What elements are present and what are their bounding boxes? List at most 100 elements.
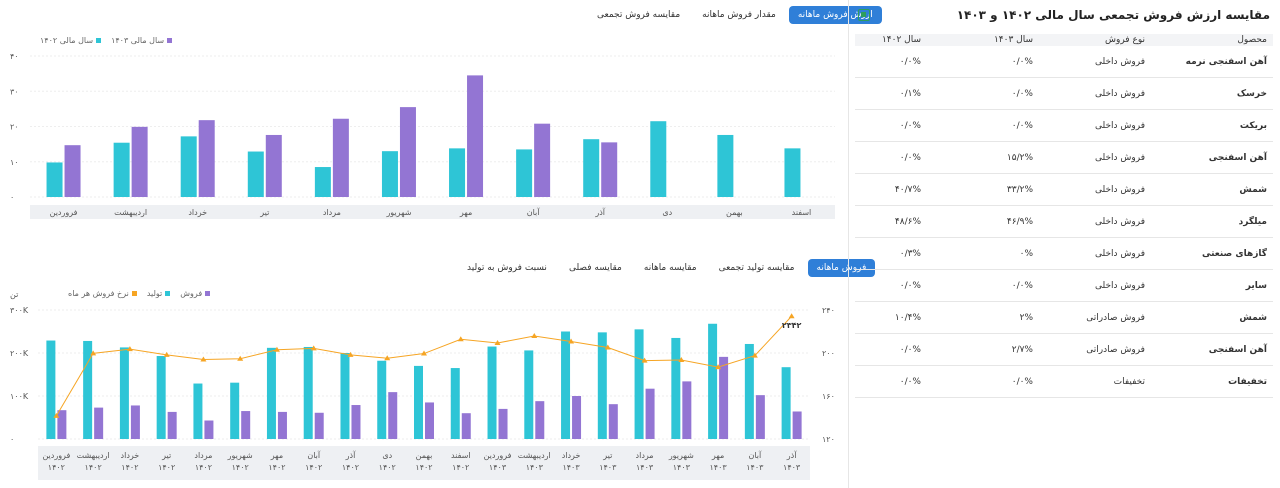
cell-share-1402: ۰/۰% [855, 109, 927, 142]
bar-sales [608, 404, 618, 439]
bar-production [340, 353, 350, 439]
rate-point [457, 336, 464, 342]
cell-sale-type: فروش داخلی [1039, 109, 1151, 142]
cell-share-1403: ۴۶/۹% [927, 205, 1039, 238]
bar-production [119, 347, 129, 439]
x-tick-month: بهمن [416, 451, 433, 460]
bar-sales [167, 411, 177, 439]
column-header-1402[interactable]: سال ۱۴۰۲ [855, 34, 927, 46]
tab-sales-to-production[interactable]: نسبت فروش به تولید [467, 263, 547, 273]
cell-sale-type: فروش داخلی [1039, 141, 1151, 174]
x-tick-month: مرداد [636, 451, 654, 460]
x-tick-month: فروردین [484, 451, 512, 460]
bar-production [524, 350, 534, 439]
bar-sales [57, 410, 67, 439]
bar-sales [425, 402, 434, 439]
x-tick-year: ۱۴۰۳ [746, 463, 764, 472]
cell-share-1403: ۰/۰% [927, 269, 1039, 302]
table-row: سایر فروش داخلی ۰/۰% ۰/۰% [855, 269, 1273, 302]
column-header-1403[interactable]: سال ۱۴۰۳ [927, 34, 1039, 46]
bar-sales [94, 407, 104, 439]
cell-share-1402: ۴۰/۷% [855, 173, 927, 206]
x-tick-month: آذر [786, 450, 797, 460]
bar-production [156, 356, 166, 439]
bar-sales [461, 413, 471, 439]
x-tick-label: اردیبهشت [114, 208, 147, 217]
cell-share-1402: ۰/۰% [855, 46, 927, 78]
column-header-sale-type[interactable]: نوع فروش [1039, 34, 1151, 46]
cell-share-1403: ۱۵/۲% [927, 141, 1039, 174]
right-y-tick-label: ۲۰۰ [822, 349, 835, 358]
x-tick-year: ۱۴۰۲ [48, 463, 65, 472]
x-tick-label: آذر [594, 207, 605, 217]
bar-1403 [467, 75, 484, 197]
tab-seasonal-comparison[interactable]: مقایسه فصلی [568, 263, 622, 273]
bar-production [230, 382, 240, 439]
legend-item-rate[interactable]: نرخ فروش هر ماه [68, 289, 137, 298]
legend-item-production[interactable]: تولید [146, 289, 171, 298]
sales-value-table: محصول نوع فروش سال ۱۴۰۳ سال ۱۴۰۲ آهن اسف… [855, 34, 1273, 398]
table-row: خرسک فروش داخلی ۰/۰% ۰/۱% [855, 77, 1273, 110]
bar-1402 [717, 134, 734, 197]
y-tick-label: ۴۰ [10, 52, 19, 61]
rate-point [788, 313, 795, 319]
cell-sale-type: فروش داخلی [1039, 46, 1151, 78]
rate-point [384, 355, 391, 361]
bar-production [561, 331, 571, 439]
bar-production [83, 340, 93, 439]
tab-monthly-comparison[interactable]: مقایسه ماهانه [643, 263, 697, 273]
rate-point [90, 350, 97, 356]
bar-production [450, 368, 460, 439]
cell-share-1402: ۰/۰% [855, 141, 927, 174]
legend-item-1402[interactable]: سال مالی ۱۴۰۲ [40, 36, 102, 45]
cell-share-1403: ۳۳/۲% [927, 173, 1039, 206]
bar-1403 [198, 120, 215, 197]
legend-label: تولید [146, 289, 163, 298]
rate-point [494, 340, 501, 346]
bar-sales [351, 405, 361, 439]
x-tick-label: مرداد [323, 208, 341, 217]
table-row: بریکت فروش داخلی ۰/۰% ۰/۰% [855, 109, 1273, 142]
x-tick-month: مهر [270, 451, 283, 460]
bar-sales [130, 405, 140, 439]
cell-sale-type: فروش داخلی [1039, 205, 1151, 238]
bar-production [708, 323, 718, 439]
rate-point [531, 333, 538, 339]
rate-data-label: ۲۳۴۲ [782, 321, 802, 330]
bar-1403 [332, 118, 349, 197]
table-row: آهن اسفنجی نرمه فروش داخلی ۰/۰% ۰/۰% [855, 46, 1273, 78]
cell-sale-type: فروش صادراتی [1039, 301, 1151, 334]
bar-production [46, 340, 56, 439]
bar-production [487, 346, 497, 439]
cell-share-1402: ۰/۰% [855, 365, 927, 398]
bar-sales [719, 356, 729, 439]
legend-item-sales[interactable]: فروش [180, 289, 211, 298]
rate-point [715, 364, 722, 370]
x-tick-month: تیر [602, 451, 612, 460]
x-tick-label: تیر [259, 208, 269, 217]
x-tick-label: بهمن [726, 208, 743, 217]
x-tick-month: مهر [711, 451, 724, 460]
excel-download-icon[interactable] [858, 9, 870, 21]
x-tick-label: شهریور [385, 208, 411, 217]
rate-point [273, 346, 280, 352]
legend-item-1403[interactable]: سال مالی ۱۴۰۳ [111, 36, 173, 45]
column-header-product[interactable]: محصول [1151, 34, 1273, 46]
tab-monthly-sales-quantity[interactable]: مقدار فروش ماهانه [702, 10, 776, 20]
cell-share-1402: ۰/۱% [855, 77, 927, 110]
right-y-tick-label: ۱۶۰ [822, 392, 835, 401]
tab-cumulative-sales-comparison[interactable]: مقایسه فروش تجمعی [597, 10, 681, 20]
tab-cumulative-production[interactable]: مقایسه تولید تجمعی [718, 263, 795, 273]
bar-sales [498, 408, 508, 439]
y-tick-label: ۲۰ [10, 123, 19, 132]
table-title: مقایسه ارزش فروش تجمعی سال مالی ۱۴۰۲ و ۱… [956, 8, 1270, 22]
legend-label: نرخ فروش هر ماه [68, 289, 129, 298]
bar-1402 [583, 139, 600, 197]
bar-1403 [601, 142, 618, 197]
rate-point [347, 351, 354, 357]
x-tick-month: تیر [161, 451, 171, 460]
x-tick-year: ۱۴۰۲ [121, 463, 138, 472]
bar-1403 [64, 145, 81, 197]
left-axis-unit: تن [10, 290, 19, 299]
left-y-tick-label: ۱۰۰K [10, 392, 29, 401]
